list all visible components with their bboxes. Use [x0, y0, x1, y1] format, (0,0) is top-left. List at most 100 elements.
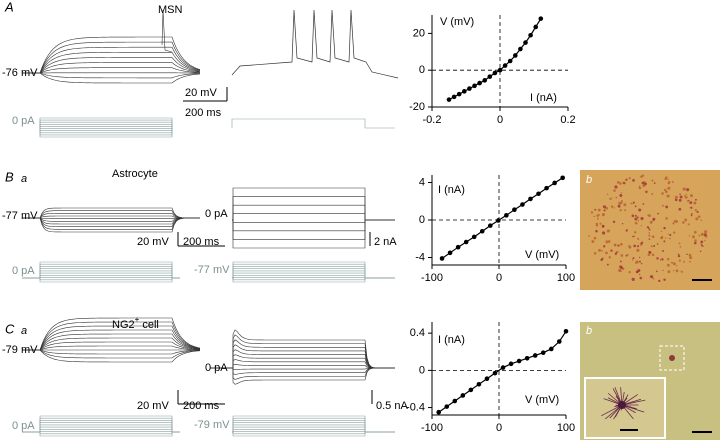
scale-label: 200 ms [183, 400, 220, 412]
cell-dot [661, 258, 664, 261]
cell-dot [677, 254, 681, 258]
cell-dot [704, 230, 708, 234]
axis-label: V (mV) [525, 249, 559, 261]
cell [618, 401, 626, 409]
axis-label: I (nA) [438, 334, 465, 346]
cell-dot [593, 251, 597, 255]
cell-dot [671, 261, 673, 264]
y-tick-label: -0.4 [406, 401, 425, 413]
cell-dot [652, 277, 655, 280]
x-tick-label: -100 [421, 272, 443, 284]
trace [210, 329, 395, 369]
cell-dot [613, 207, 615, 209]
command-trace [232, 196, 395, 221]
cell-dot [626, 178, 628, 180]
cell-dot [640, 241, 644, 245]
cell-dot [603, 245, 606, 248]
cell-dot [661, 235, 664, 238]
iv-point [451, 94, 457, 100]
cell-dot [664, 177, 667, 181]
cell-dot [644, 182, 647, 186]
cell-dot [656, 257, 659, 260]
cell-dot [689, 201, 693, 205]
cell-dot [680, 270, 683, 273]
x-tick-label: 0 [496, 422, 502, 434]
cell-dot [648, 250, 651, 254]
cell-dot [651, 235, 655, 239]
inset [584, 377, 666, 439]
cell-dot [598, 213, 600, 216]
cell-dot [649, 220, 653, 224]
trace [22, 349, 201, 363]
cell-dot [690, 214, 693, 217]
cell-dot [655, 270, 658, 273]
cell-dot [694, 198, 697, 201]
cell-dot [634, 262, 637, 264]
iv-point [504, 213, 509, 218]
cell-dot [691, 213, 693, 215]
cell-dot [697, 215, 701, 218]
command-trace [22, 277, 180, 283]
scale-label: 20 mV [185, 87, 217, 99]
trace [22, 36, 201, 74]
trace [161, 9, 173, 53]
cell-dot [675, 269, 679, 273]
cell-dot [640, 216, 644, 221]
cell-dot [682, 221, 685, 224]
iv-point [544, 185, 549, 191]
rest-label: -76 mV [2, 67, 38, 79]
y-tick-label: -4 [415, 251, 425, 263]
cell-dot [588, 235, 591, 237]
scale-label: 20 mV [137, 236, 169, 248]
iv-point [560, 175, 565, 181]
iv-point [513, 53, 518, 58]
cell-dot [638, 185, 641, 187]
cell-dot [636, 248, 640, 252]
cell-dot [678, 198, 682, 202]
cell-dot [594, 208, 597, 211]
cell-dot [679, 246, 682, 248]
iv-line [441, 177, 563, 259]
cell-dot [665, 190, 668, 193]
command-trace [39, 128, 173, 136]
cell-dot [620, 202, 623, 204]
trace [22, 62, 201, 74]
iv-point [500, 365, 506, 370]
iv-point [502, 63, 508, 68]
cell-dot [615, 251, 617, 254]
y-tick-label: 0.4 [410, 327, 425, 339]
cell-dot [652, 217, 656, 221]
trace [22, 217, 201, 222]
iv-point [538, 16, 544, 21]
cell-dot [620, 254, 624, 257]
cell-dot [672, 269, 675, 272]
x-tick-label: 100 [557, 272, 575, 284]
iv-point [557, 339, 562, 344]
panel-letter: B [5, 169, 14, 184]
cell-dot [688, 253, 692, 257]
cell-dot [694, 241, 697, 245]
trace [22, 325, 201, 351]
x-tick-label: 100 [557, 422, 575, 434]
hold-label: 0 pA [205, 208, 228, 220]
hold-label: -77 mV [194, 264, 230, 276]
panel-sub: a [21, 173, 27, 185]
cell-dot [628, 270, 631, 274]
command-trace [232, 424, 395, 433]
cell-dot [603, 209, 606, 212]
cell-dot [700, 240, 704, 244]
iv-point [487, 223, 493, 228]
panel-title: Astrocyte [112, 168, 158, 180]
cell-dot [698, 234, 701, 237]
trace [22, 215, 200, 219]
cell-dot [668, 237, 671, 240]
y-tick-label: 0 [419, 214, 425, 226]
rest-label: -79 mV [2, 344, 38, 356]
cell-dot [619, 208, 622, 212]
iv-point [552, 180, 557, 186]
trace [22, 217, 200, 227]
cell-dot [618, 268, 622, 272]
cell-dot [601, 224, 605, 228]
cell-dot [653, 182, 656, 185]
cell-dot [620, 200, 623, 203]
